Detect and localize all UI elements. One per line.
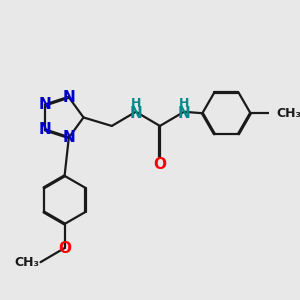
Text: H: H: [179, 98, 189, 110]
Text: CH₃: CH₃: [14, 256, 39, 269]
Text: N: N: [39, 98, 52, 112]
Text: N: N: [62, 90, 75, 105]
Text: N: N: [62, 130, 75, 145]
Text: N: N: [130, 106, 142, 121]
Text: N: N: [39, 122, 52, 137]
Text: H: H: [131, 98, 141, 110]
Text: CH₃: CH₃: [276, 107, 300, 120]
Text: O: O: [153, 157, 167, 172]
Text: O: O: [58, 241, 71, 256]
Text: N: N: [178, 106, 190, 121]
